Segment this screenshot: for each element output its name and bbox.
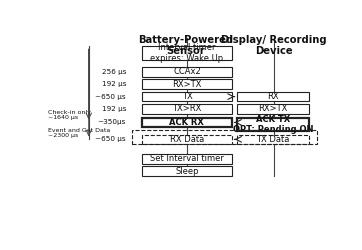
FancyBboxPatch shape: [142, 67, 232, 77]
Text: ~650 μs: ~650 μs: [94, 94, 125, 100]
Text: Sleep: Sleep: [175, 167, 199, 176]
FancyBboxPatch shape: [237, 104, 309, 114]
Text: TX>RX: TX>RX: [172, 104, 202, 114]
FancyBboxPatch shape: [142, 80, 232, 89]
Text: Check-in only
~1640 μs: Check-in only ~1640 μs: [48, 110, 91, 120]
FancyBboxPatch shape: [237, 134, 309, 144]
Text: ~650 μs: ~650 μs: [94, 136, 125, 142]
Text: 256 μs: 256 μs: [102, 69, 127, 75]
FancyBboxPatch shape: [142, 154, 232, 164]
Text: ~350μs: ~350μs: [97, 120, 125, 126]
FancyBboxPatch shape: [142, 46, 232, 60]
Text: RX>TX: RX>TX: [258, 104, 288, 114]
Text: ACK TX
OPT: Pending ON: ACK TX OPT: Pending ON: [233, 115, 313, 134]
FancyBboxPatch shape: [142, 134, 232, 144]
Text: CCAx2: CCAx2: [173, 68, 201, 76]
Text: Set Interval timer: Set Interval timer: [150, 154, 224, 164]
FancyBboxPatch shape: [142, 118, 232, 127]
Text: Battery-Powered
Sensor: Battery-Powered Sensor: [138, 35, 233, 56]
Text: RX Data: RX Data: [170, 135, 204, 144]
Text: Interval timer
expires: Wake Up: Interval timer expires: Wake Up: [150, 44, 223, 63]
FancyBboxPatch shape: [142, 92, 232, 102]
Text: RX: RX: [268, 92, 279, 101]
Text: Display/ Recording
Device: Display/ Recording Device: [221, 35, 327, 56]
Text: TX Data: TX Data: [257, 135, 290, 144]
FancyBboxPatch shape: [142, 104, 232, 114]
Text: ACK RX: ACK RX: [169, 118, 205, 127]
Text: Event and Get Data
~2300 μs: Event and Get Data ~2300 μs: [48, 128, 110, 138]
Text: RX>TX: RX>TX: [172, 80, 202, 89]
Text: 192 μs: 192 μs: [102, 106, 127, 112]
FancyBboxPatch shape: [237, 118, 309, 131]
FancyBboxPatch shape: [237, 92, 309, 102]
FancyBboxPatch shape: [142, 166, 232, 176]
Text: 192 μs: 192 μs: [102, 81, 127, 87]
Text: TX: TX: [182, 92, 192, 101]
